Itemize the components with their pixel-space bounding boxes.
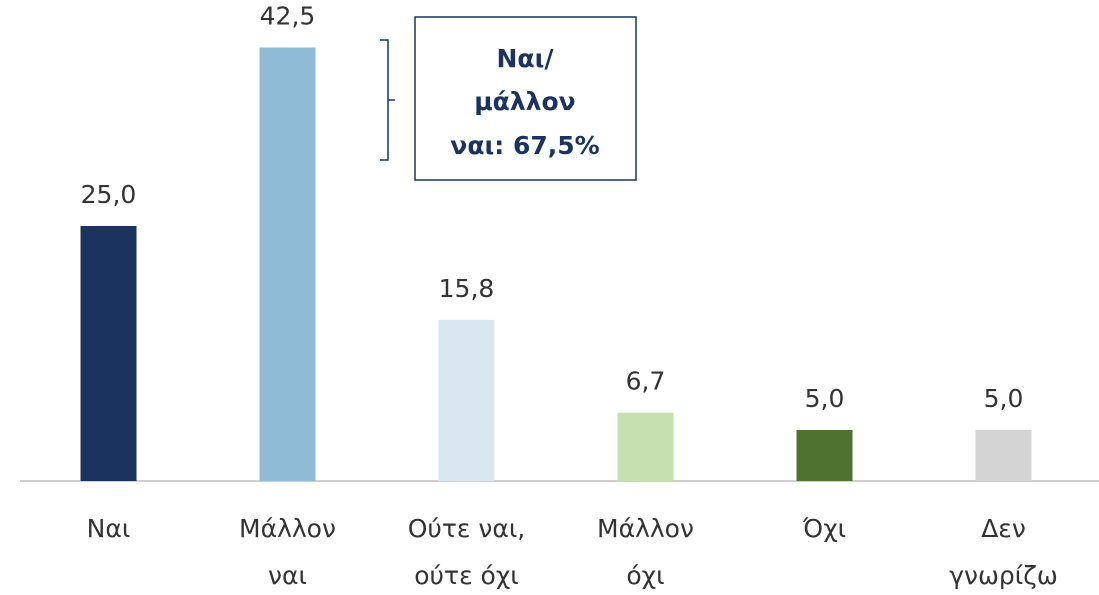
- x-tick-label: Ναι: [87, 514, 131, 543]
- x-tick-label: ναι: [268, 561, 307, 590]
- x-tick-label: Ούτε ναι,: [408, 514, 526, 543]
- bar: [975, 430, 1032, 481]
- annotation-box: [414, 16, 637, 181]
- data-label: 5,0: [984, 384, 1024, 413]
- data-label: 25,0: [81, 180, 137, 209]
- bar: [438, 319, 495, 481]
- bar: [80, 226, 137, 481]
- annotation: μάλλον: [474, 87, 575, 116]
- data-label: 6,7: [626, 367, 666, 396]
- annotation: Ναι/: [497, 44, 555, 73]
- x-tick-label: ούτε όχι: [414, 561, 518, 590]
- data-label: 15,8: [439, 274, 495, 303]
- data-label: 42,5: [260, 2, 316, 31]
- bar: [617, 412, 674, 481]
- x-tick-label: Μάλλον: [597, 514, 694, 543]
- x-tick-label: Όχι: [802, 514, 846, 543]
- x-tick-label: όχι: [626, 561, 664, 590]
- bar: [259, 47, 316, 481]
- x-tick-label: Μάλλον: [239, 514, 336, 543]
- annotation: ναι: 67,5%: [450, 131, 599, 160]
- bracket: [380, 39, 395, 161]
- x-tick-label: γνωρίζω: [949, 561, 1058, 590]
- data-label: 5,0: [805, 384, 845, 413]
- x-tick-label: Δεν: [981, 514, 1026, 543]
- bar: [796, 430, 853, 481]
